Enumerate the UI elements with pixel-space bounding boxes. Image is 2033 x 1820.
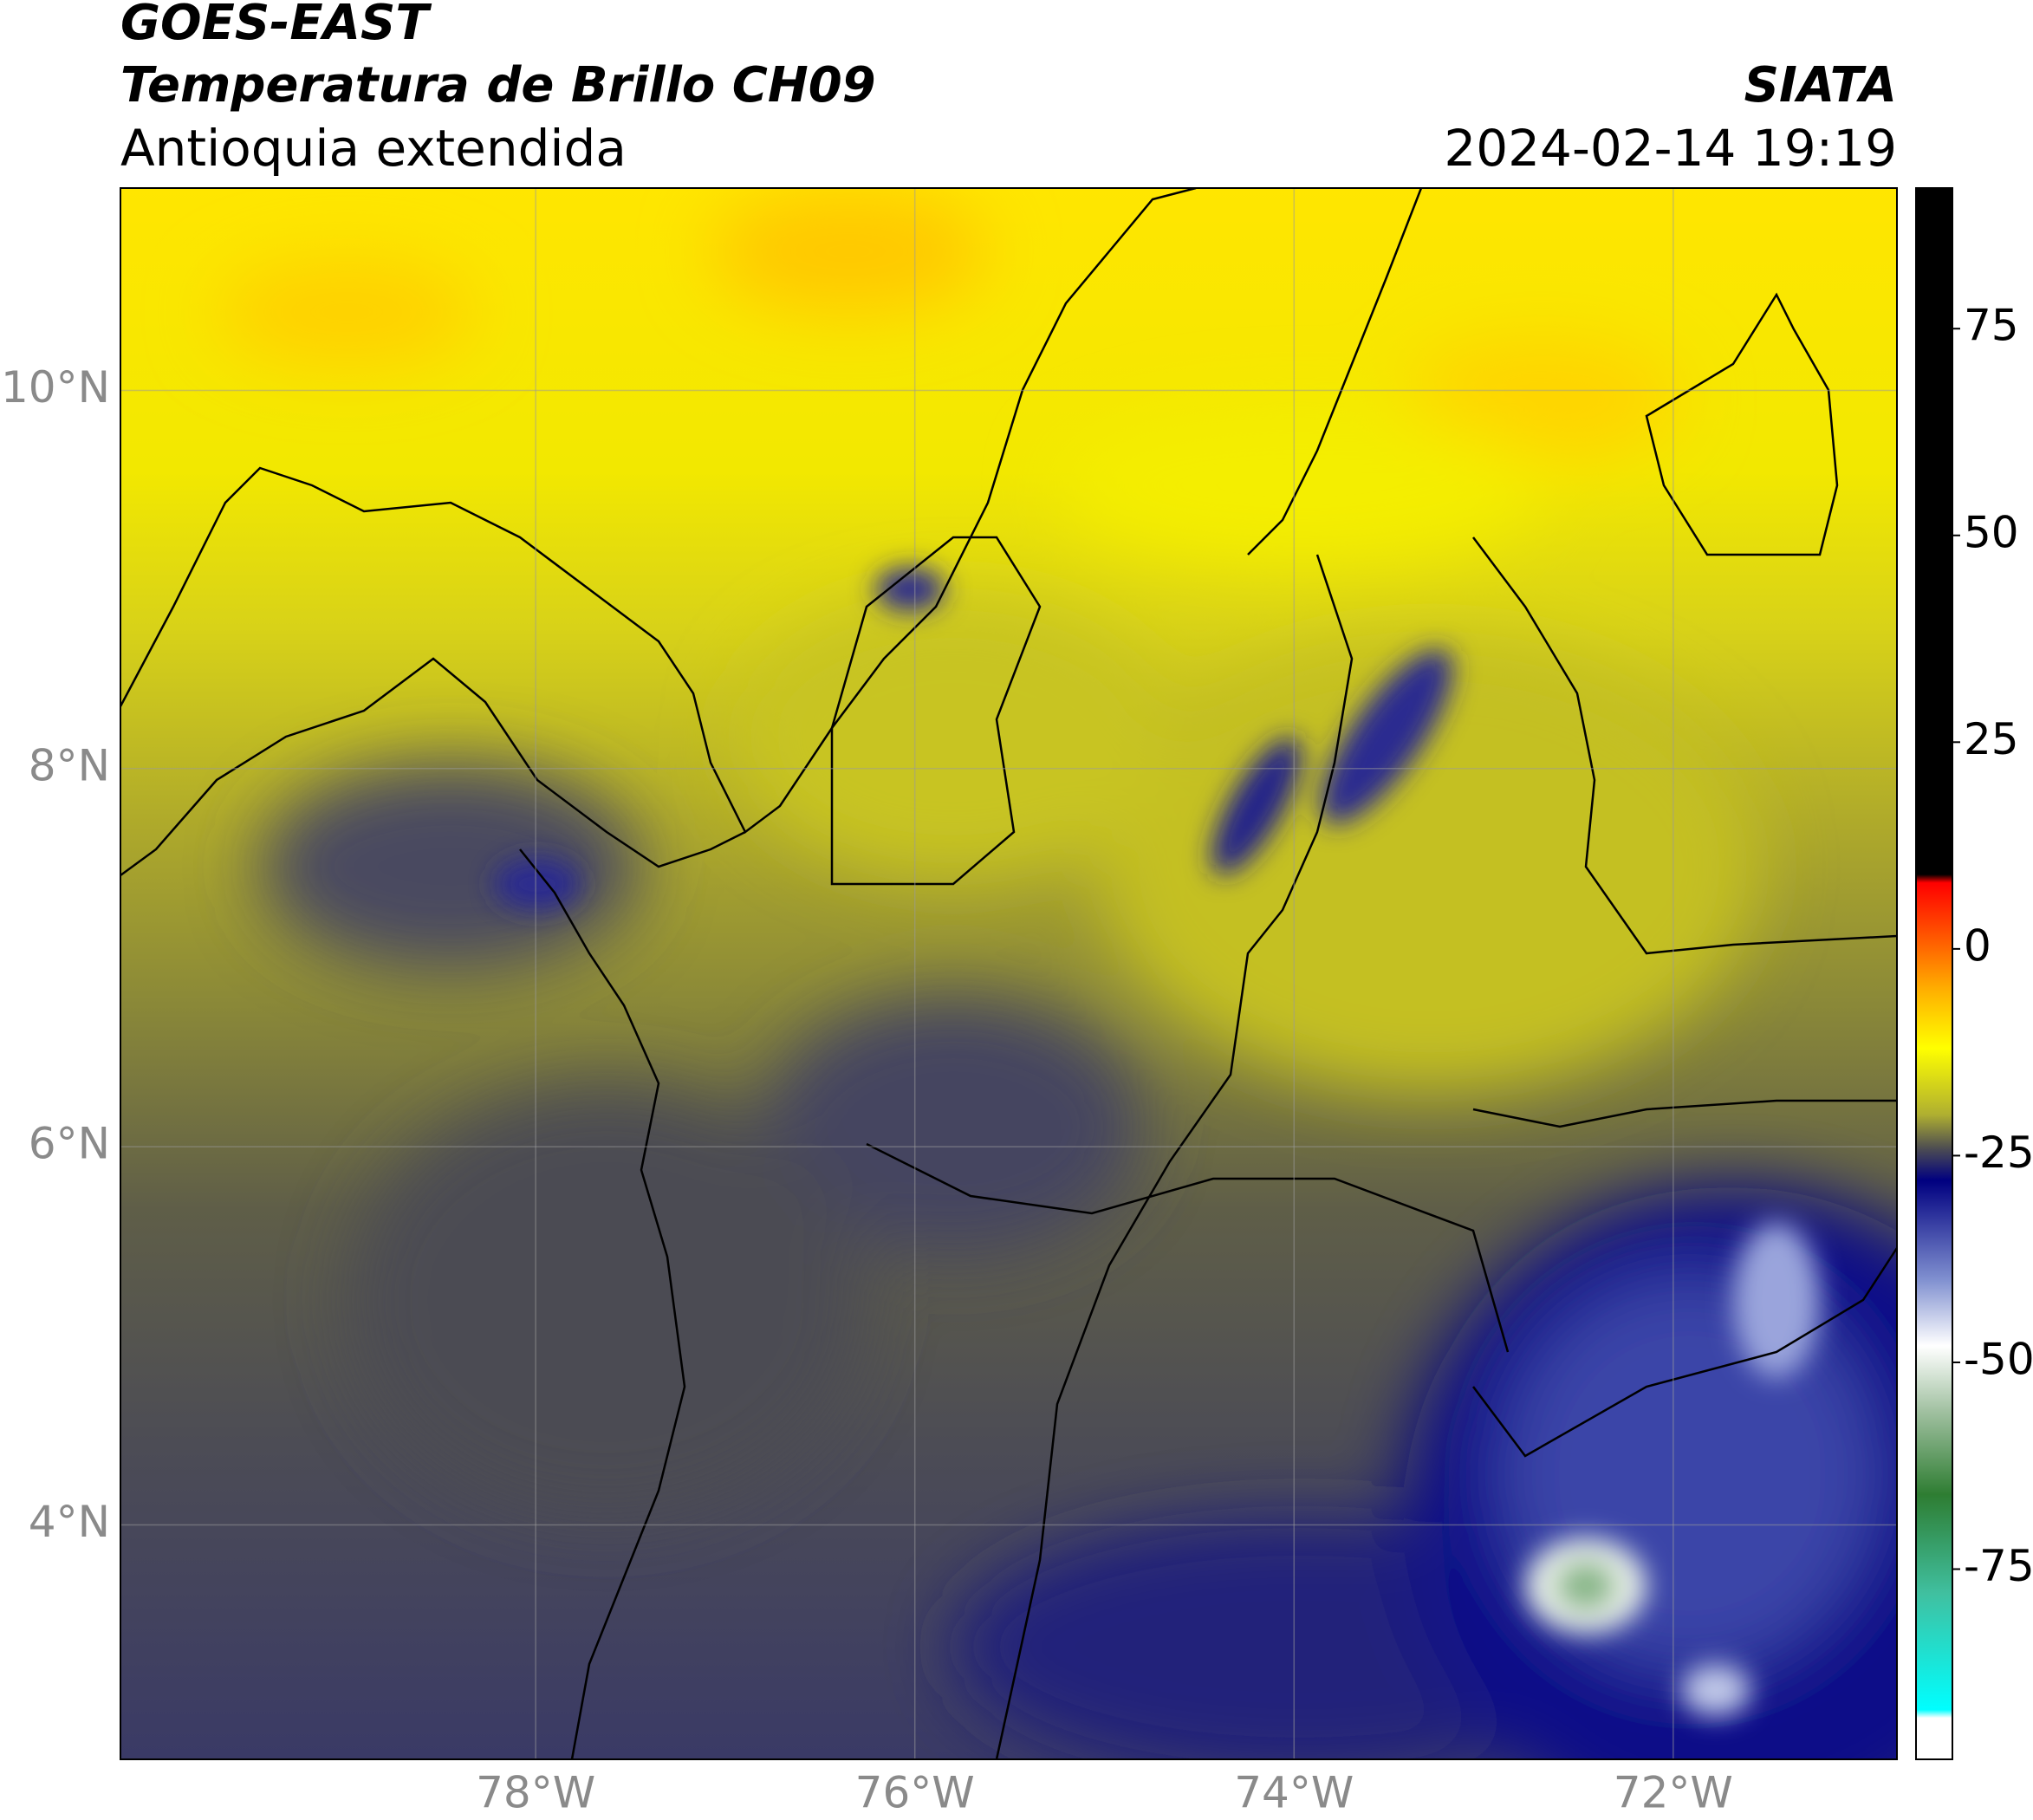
map-frame — [120, 187, 1898, 1760]
colorbar-tick-label: 0 — [1964, 920, 1991, 971]
colorbar-tick-label: -50 — [1964, 1334, 2033, 1384]
colorbar — [1915, 187, 1953, 1760]
colorbar-tick-label: -25 — [1964, 1128, 2033, 1178]
colorbar-tick-label: 50 — [1964, 507, 2019, 557]
x-tick-label: 72°W — [1614, 1768, 1733, 1818]
colorbar-tick-label: 25 — [1964, 714, 2019, 764]
x-tick-label: 78°W — [476, 1768, 595, 1818]
satellite-image — [120, 188, 1897, 1759]
region: Antioquia extendida — [120, 119, 627, 178]
colorbar-tick-label: -75 — [1964, 1541, 2033, 1591]
x-tick-label: 76°W — [855, 1768, 975, 1818]
datetime: 2024-02-14 19:19 — [1444, 119, 1897, 178]
graticule — [120, 188, 1897, 1759]
y-tick-label: 8°N — [29, 740, 110, 790]
title: GOES-EAST — [120, 0, 432, 51]
y-tick-label: 4°N — [29, 1497, 110, 1547]
subtitle: Temperatura de Brillo CH09 — [120, 57, 876, 114]
y-tick-label: 10°N — [1, 362, 110, 413]
borders — [120, 188, 1897, 1759]
source: SIATA — [1744, 57, 1897, 114]
y-tick-label: 6°N — [29, 1119, 110, 1169]
colorbar-tick-label: 75 — [1964, 301, 2019, 351]
x-tick-label: 74°W — [1234, 1768, 1354, 1818]
